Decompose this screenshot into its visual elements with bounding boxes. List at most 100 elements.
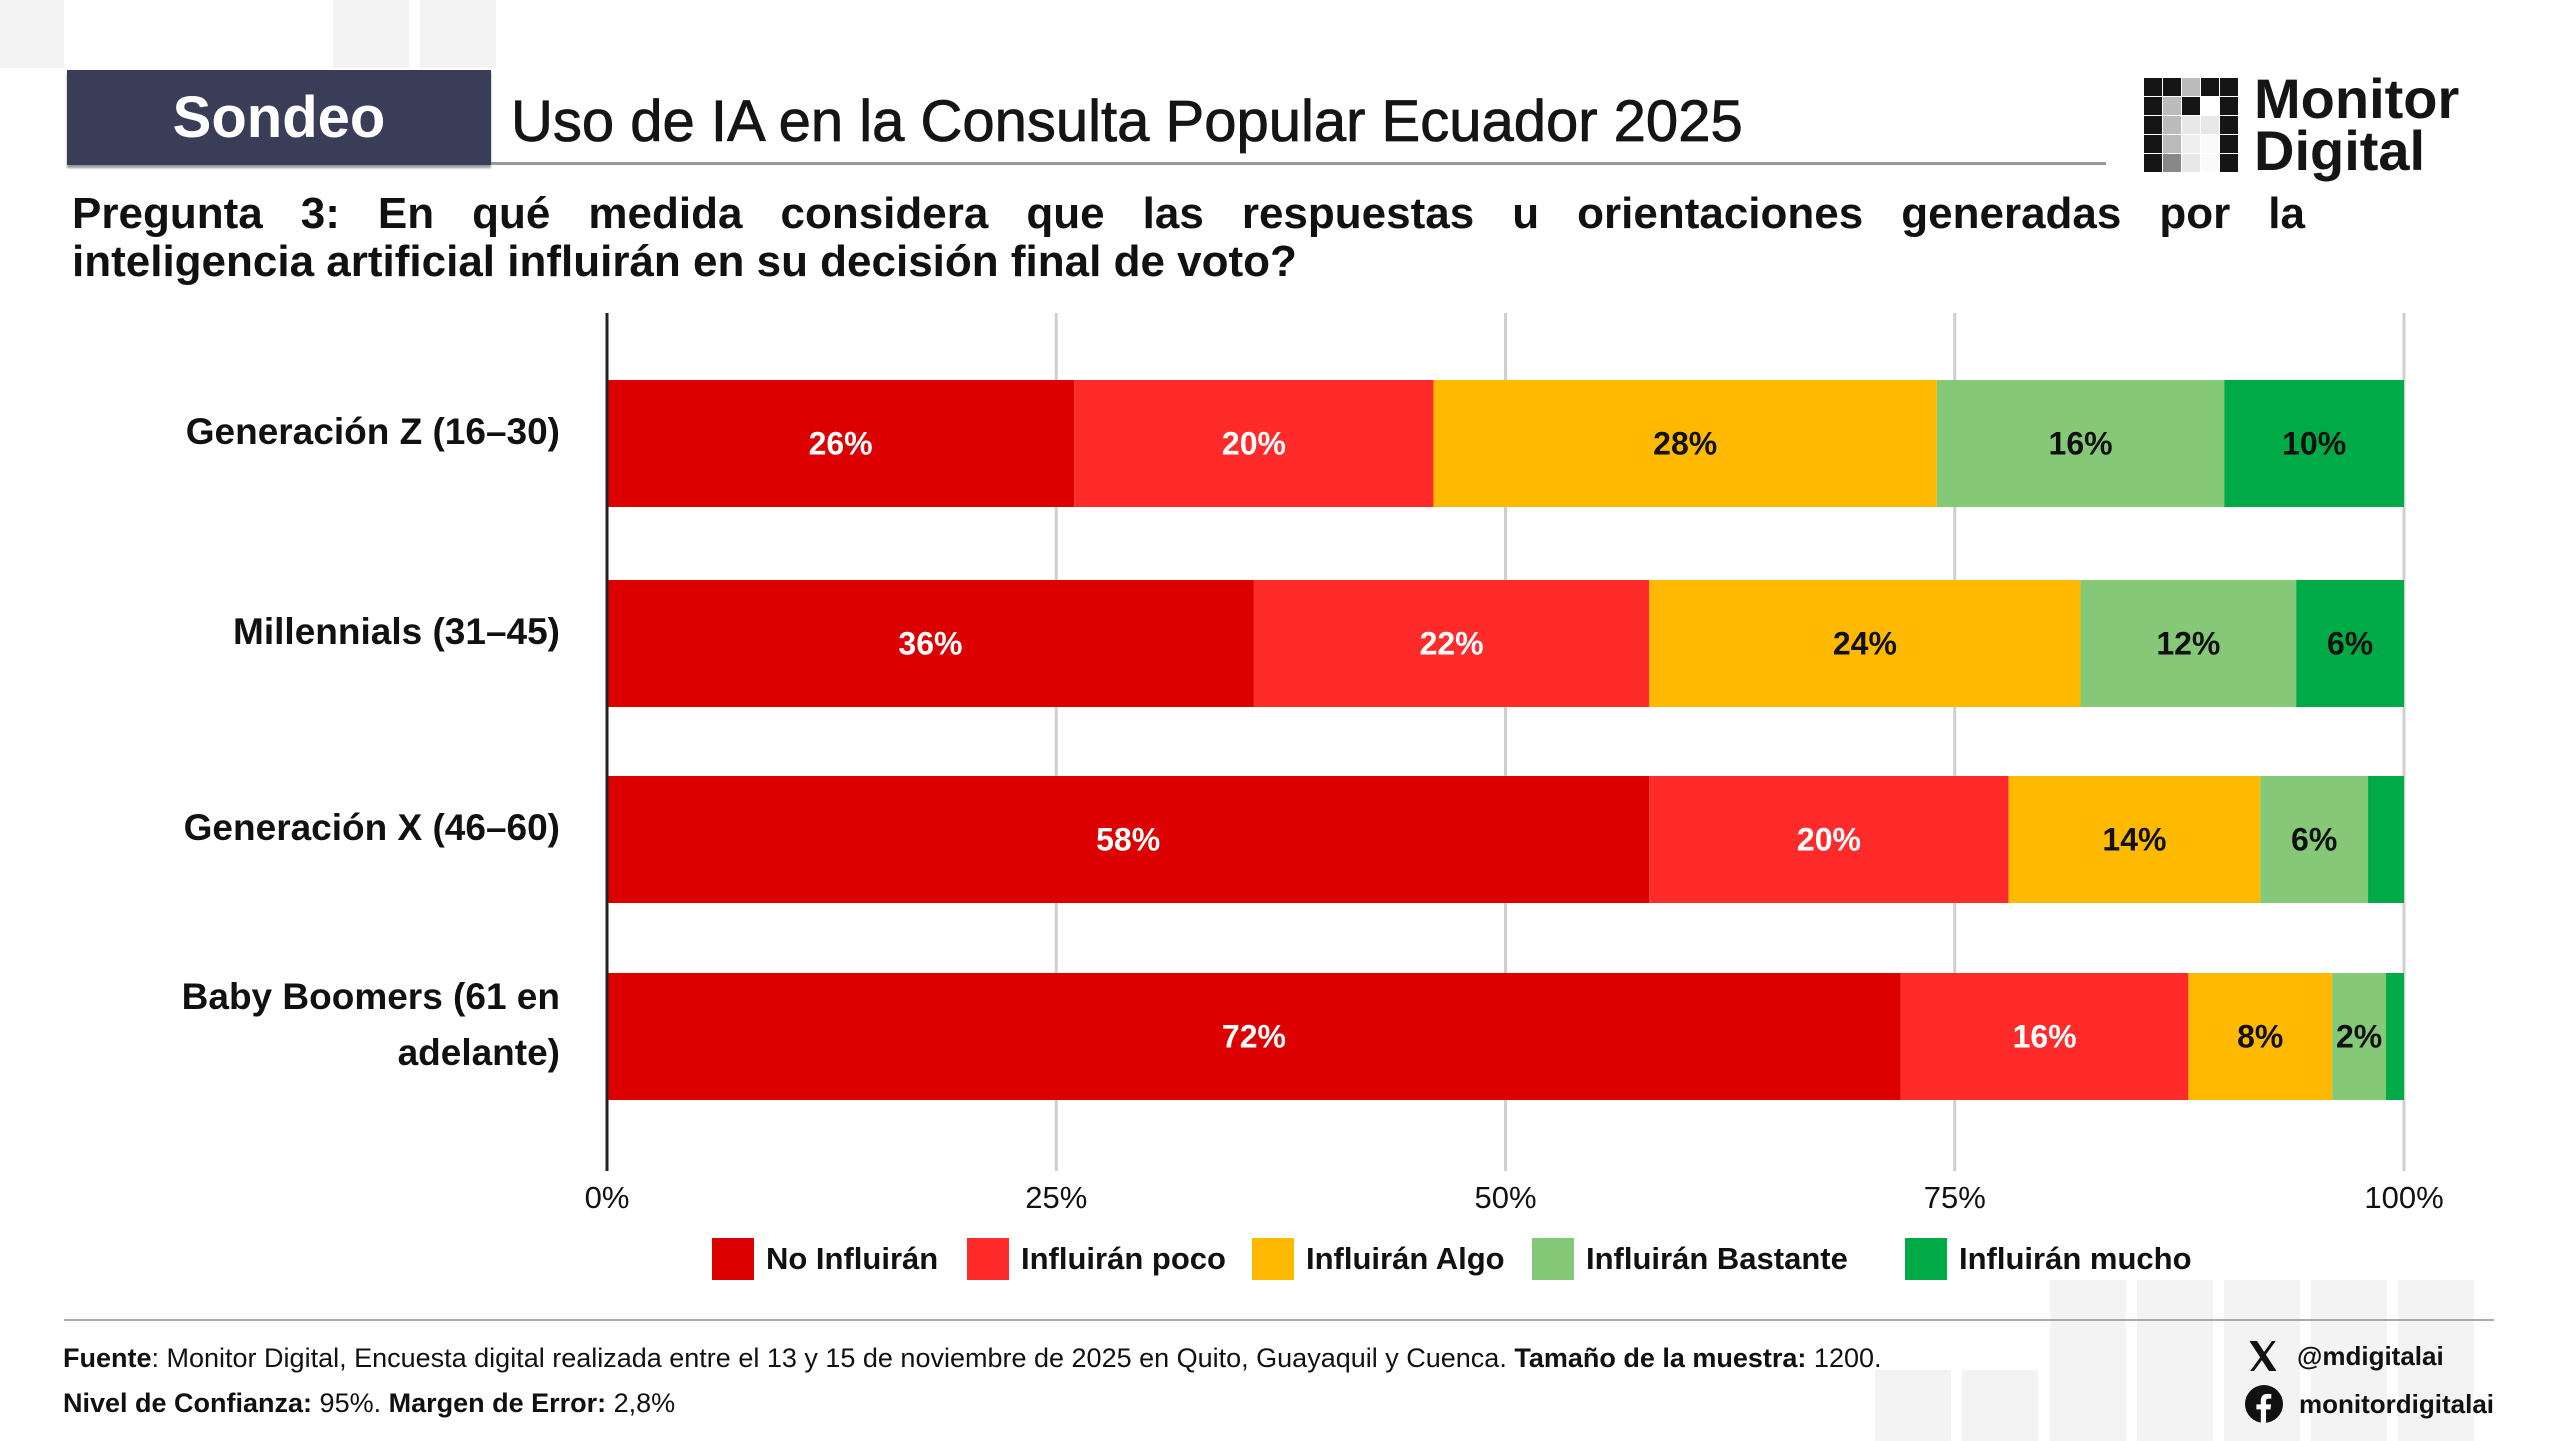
legend-item: Influirán Bastante bbox=[1532, 1238, 1848, 1280]
x-tick-label: 0% bbox=[585, 1180, 630, 1215]
bar-segment bbox=[2368, 776, 2404, 903]
background-decoration bbox=[420, 0, 496, 68]
logo-cell bbox=[2144, 135, 2162, 153]
legend-item: No Influirán bbox=[712, 1238, 938, 1280]
x-tick-label: 100% bbox=[2364, 1180, 2443, 1215]
logo-cell bbox=[2163, 78, 2181, 96]
legend-swatch bbox=[967, 1238, 1009, 1280]
bar-data-label: 16% bbox=[2013, 1019, 2077, 1055]
logo-line2: Digital bbox=[2254, 119, 2426, 182]
sondeo-badge: Sondeo bbox=[67, 70, 491, 165]
legend-label: Influirán Algo bbox=[1306, 1241, 1505, 1276]
logo-cell bbox=[2201, 97, 2219, 115]
x-handle: @mdigitalai bbox=[2297, 1340, 2444, 1371]
x-social-link[interactable]: @mdigitalai bbox=[2245, 1338, 2444, 1374]
legend-swatch bbox=[1252, 1238, 1294, 1280]
bar-segment bbox=[2386, 973, 2404, 1100]
bar-data-label: 28% bbox=[1653, 426, 1717, 462]
bar-segment bbox=[2080, 580, 2297, 707]
background-decoration bbox=[333, 0, 409, 68]
bar-data-label: 8% bbox=[2237, 1019, 2283, 1055]
stacked-bar-chart: 0% 25% 50% 75% 100% 26% 20% 28% 16% 10% 36% 22% 24% 1… bbox=[585, 313, 2444, 1215]
bar-segment bbox=[2296, 580, 2404, 707]
bar-segment bbox=[1649, 776, 2009, 903]
bar-data-label: 72% bbox=[1222, 1019, 1286, 1055]
background-decoration bbox=[2398, 1280, 2474, 1441]
bar-segment bbox=[1253, 580, 1650, 707]
bar-segment bbox=[2260, 776, 2369, 903]
monitor-digital-logo: Monitor Digital bbox=[2144, 67, 2460, 182]
logo-cell bbox=[2163, 116, 2181, 134]
bar-data-label: 6% bbox=[2291, 822, 2337, 858]
bar-data-label: 20% bbox=[1797, 822, 1861, 858]
bar-data-label: 14% bbox=[2102, 822, 2166, 858]
logo-cell bbox=[2182, 97, 2200, 115]
bar-segment bbox=[2224, 380, 2404, 507]
footer-value: 95%. bbox=[312, 1388, 389, 1418]
logo-cell bbox=[2182, 135, 2200, 153]
logo-line1: Monitor bbox=[2254, 67, 2460, 130]
legend-item: Influirán Algo bbox=[1252, 1238, 1505, 1280]
background-decoration bbox=[2137, 1280, 2213, 1441]
background-decoration bbox=[1875, 1370, 1951, 1441]
logo-cell bbox=[2201, 135, 2219, 153]
x-tick-label: 75% bbox=[1924, 1180, 1986, 1215]
bar-segment bbox=[1936, 380, 2225, 507]
logo-cell bbox=[2144, 78, 2162, 96]
category-label: Millennials (31–45) bbox=[233, 604, 560, 660]
logo-cell bbox=[2182, 154, 2200, 172]
legend-label: Influirán Bastante bbox=[1586, 1241, 1848, 1276]
legend-label: No Influirán bbox=[766, 1241, 939, 1276]
bar-segment bbox=[2008, 776, 2261, 903]
logo-cell bbox=[2182, 116, 2200, 134]
logo-cell bbox=[2220, 116, 2238, 134]
footer-label: Margen de Error: bbox=[388, 1388, 607, 1418]
legend-swatch bbox=[1905, 1238, 1947, 1280]
title-divider bbox=[491, 162, 2106, 165]
logo-cell bbox=[2144, 97, 2162, 115]
facebook-logo-icon bbox=[2245, 1385, 2283, 1423]
logo-mark-icon bbox=[2144, 78, 2238, 172]
legend-item: Influirán mucho bbox=[1905, 1238, 2192, 1280]
footer-label: Fuente bbox=[63, 1343, 152, 1373]
category-label: Generación X (46–60) bbox=[184, 800, 560, 856]
logo-cell bbox=[2201, 154, 2219, 172]
logo-cell bbox=[2182, 78, 2200, 96]
footer-confidence: Nivel de Confianza: 95%. Margen de Error… bbox=[63, 1388, 675, 1419]
bar-segment bbox=[607, 580, 1254, 707]
page-title: Uso de IA en la Consulta Popular Ecuador… bbox=[511, 89, 1744, 155]
bar-data-label: 24% bbox=[1833, 626, 1897, 662]
footer-value: 1200. bbox=[1806, 1343, 1882, 1373]
bar-segment bbox=[1074, 380, 1434, 507]
logo-cell bbox=[2220, 97, 2238, 115]
bar-data-label: 2% bbox=[2336, 1019, 2382, 1055]
bar-data-label: 12% bbox=[2156, 626, 2220, 662]
logo-cell bbox=[2201, 78, 2219, 96]
logo-cell bbox=[2201, 116, 2219, 134]
legend-swatch bbox=[712, 1238, 754, 1280]
logo-cell bbox=[2220, 78, 2238, 96]
logo-cell bbox=[2163, 154, 2181, 172]
logo-cell bbox=[2220, 135, 2238, 153]
bar-data-label: 20% bbox=[1222, 426, 1286, 462]
category-label: Generación Z (16–30) bbox=[186, 404, 560, 460]
background-decoration bbox=[2311, 1280, 2387, 1441]
logo-cell bbox=[2144, 116, 2162, 134]
bar-data-label: 6% bbox=[2327, 626, 2373, 662]
question-line1: Pregunta 3: En qué medida considera que … bbox=[72, 189, 2305, 238]
bar-data-label: 26% bbox=[809, 426, 873, 462]
logo-cell bbox=[2220, 154, 2238, 172]
x-tick-label: 25% bbox=[1025, 1180, 1087, 1215]
x-tick-label: 50% bbox=[1474, 1180, 1536, 1215]
bar-segment bbox=[607, 776, 1650, 903]
bar-segment bbox=[1433, 380, 1937, 507]
bar-segment bbox=[607, 973, 1901, 1100]
category-label-line: Millennials (31–45) bbox=[233, 610, 560, 652]
bar-data-label: 16% bbox=[2049, 426, 2113, 462]
footer-value: : Monitor Digital, Encuesta digital real… bbox=[151, 1343, 1515, 1373]
legend-swatch bbox=[1532, 1238, 1574, 1280]
footer-value: 2,8% bbox=[606, 1388, 676, 1418]
bar-data-label: 22% bbox=[1420, 626, 1484, 662]
category-label: Baby Boomers (61 en adelante) bbox=[182, 969, 560, 1081]
facebook-social-link[interactable]: monitordigitalai bbox=[2245, 1385, 2494, 1423]
